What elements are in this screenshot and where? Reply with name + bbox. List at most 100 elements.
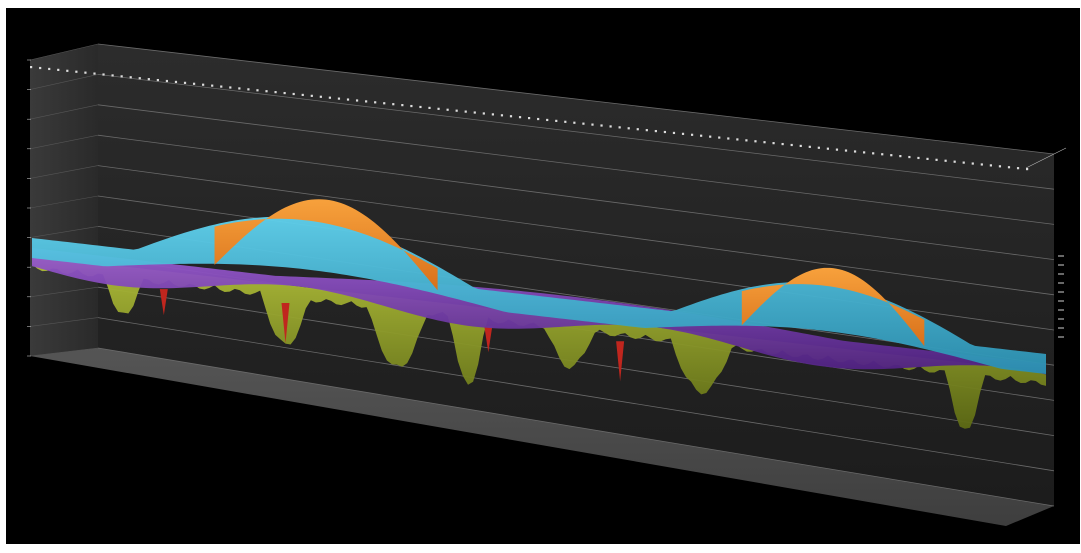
chart-svg xyxy=(27,43,1067,526)
series-red-dip xyxy=(281,303,290,343)
edge-marker xyxy=(980,163,983,166)
edge-marker xyxy=(609,125,612,128)
edge-marker xyxy=(718,136,721,139)
edge-marker xyxy=(537,117,540,121)
edge-marker xyxy=(355,99,359,102)
edge-marker xyxy=(66,69,69,72)
edge-marker xyxy=(265,90,268,93)
edge-marker xyxy=(147,78,150,81)
top-edge-markers xyxy=(30,66,1067,171)
edge-marker xyxy=(690,133,694,136)
side-gridline xyxy=(29,286,99,298)
side-gridline xyxy=(29,104,99,120)
series-red-dip xyxy=(159,289,168,316)
edge-marker xyxy=(256,89,259,92)
edge-marker xyxy=(790,143,793,147)
series-cyan-surface xyxy=(32,216,1046,374)
edge-marker xyxy=(781,142,784,146)
gridline xyxy=(97,43,1055,155)
edge-marker xyxy=(401,104,404,107)
floor xyxy=(30,348,1054,526)
edge-marker xyxy=(464,110,467,113)
chart-3d-surface xyxy=(6,8,1080,544)
edge-marker xyxy=(111,74,114,77)
edge-marker xyxy=(663,130,667,134)
edge-marker xyxy=(374,101,377,104)
side-gridline xyxy=(29,317,99,327)
edge-marker xyxy=(799,144,802,148)
edge-marker xyxy=(944,159,947,162)
edge-marker xyxy=(709,135,712,138)
side-gridline xyxy=(29,43,99,61)
edge-marker xyxy=(238,87,241,90)
side-gridline xyxy=(29,226,99,238)
edge-marker xyxy=(419,105,422,109)
edge-marker xyxy=(129,76,132,79)
surface xyxy=(32,199,1046,429)
edge-marker xyxy=(48,67,51,71)
edge-marker xyxy=(890,154,893,157)
gridline xyxy=(97,317,1055,472)
edge-marker xyxy=(174,80,178,84)
edge-marker xyxy=(491,113,494,116)
gridline xyxy=(97,104,1055,225)
edge-marker xyxy=(863,151,866,154)
series-orange-peak xyxy=(214,199,438,291)
side-gridline xyxy=(29,165,99,179)
edge-marker xyxy=(211,84,214,87)
edge-marker xyxy=(1026,168,1029,171)
edge-marker xyxy=(383,102,386,105)
edge-marker xyxy=(292,92,295,96)
edge-marker xyxy=(365,100,368,103)
side-gridline xyxy=(29,134,99,150)
edge-marker xyxy=(564,120,567,123)
edge-marker xyxy=(518,116,522,119)
edge-marker xyxy=(1016,167,1020,170)
edge-marker xyxy=(953,160,956,163)
edge-marker xyxy=(926,157,929,160)
left-wall xyxy=(30,44,98,356)
edge-marker xyxy=(899,155,902,158)
edge-marker xyxy=(319,95,322,98)
edge-marker xyxy=(772,142,775,145)
edge-marker xyxy=(826,147,829,150)
edge-marker xyxy=(446,108,449,111)
edge-marker xyxy=(908,155,911,159)
edge-marker xyxy=(736,138,739,141)
edge-marker xyxy=(202,83,205,86)
edge-marker xyxy=(328,96,331,99)
edge-marker xyxy=(600,124,603,127)
edge-marker xyxy=(84,71,87,74)
gridline xyxy=(97,347,1055,507)
edge-marker xyxy=(165,79,169,83)
edge-marker xyxy=(555,119,558,122)
edge-marker xyxy=(301,93,304,97)
series-orange-peak xyxy=(741,267,925,347)
edge-marker xyxy=(645,129,648,132)
edge-marker xyxy=(636,128,639,131)
edge-marker xyxy=(618,126,621,129)
edge-marker xyxy=(30,66,33,69)
edge-marker xyxy=(473,111,476,114)
edge-marker xyxy=(482,112,485,115)
edge-marker xyxy=(962,161,965,164)
edge-marker xyxy=(763,141,766,144)
edge-marker xyxy=(337,97,341,100)
series-green-surface xyxy=(32,256,1046,429)
edge-marker xyxy=(546,118,549,122)
edge-marker xyxy=(138,77,141,80)
edge-marker xyxy=(817,146,820,149)
edge-marker xyxy=(346,98,350,101)
edge-marker xyxy=(120,75,123,78)
edge-marker xyxy=(745,139,748,142)
edge-marker xyxy=(57,68,60,71)
gridline xyxy=(97,134,1055,260)
edge-marker xyxy=(853,150,857,153)
edge-marker xyxy=(627,127,630,130)
edge-marker xyxy=(835,148,839,151)
edge-marker xyxy=(392,103,395,106)
gridline xyxy=(97,74,1055,190)
edge-marker xyxy=(75,70,78,73)
side-gridline xyxy=(29,347,99,357)
